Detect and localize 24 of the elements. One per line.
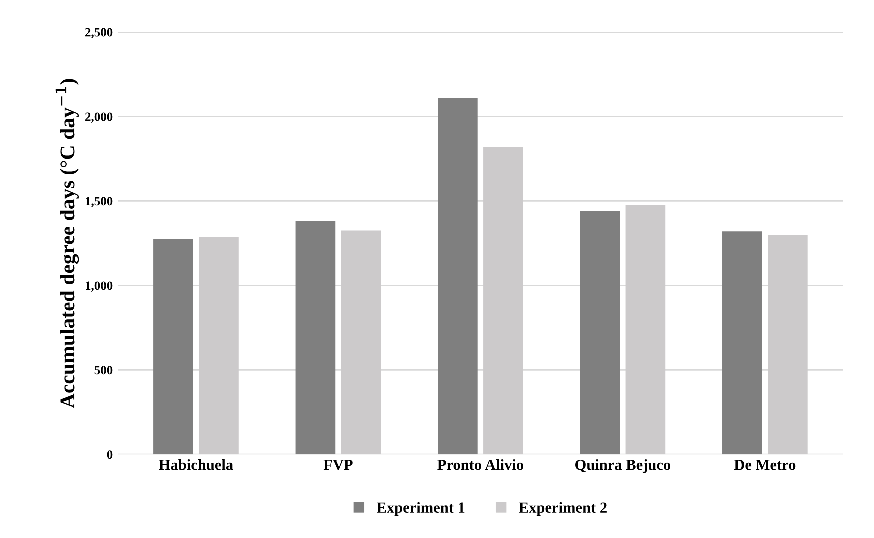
x-tick-label: Pronto Alivio [438,459,524,470]
bar [341,230,382,455]
legend-label: Experiment 1 [377,502,465,516]
bar [484,147,524,455]
y-tick-label: 2,000 [86,112,113,124]
bar [722,232,762,455]
x-tick-label: FVP [324,460,353,470]
bar [154,239,194,455]
y-tick-label: 500 [94,366,113,375]
bar [580,211,620,455]
y-tick-label: 0 [107,450,113,460]
y-tick-label: 1,000 [86,282,113,292]
y-tick-label: 2,500 [86,28,113,39]
y-tick-label: 1,500 [86,197,113,208]
bar [296,221,336,455]
legend-label: Experiment 2 [519,502,607,516]
x-tick-label: Habichuela [159,459,234,470]
bar [438,98,478,455]
bar [199,238,239,455]
x-tick-label: De Metro [734,460,796,470]
bar [626,205,666,455]
y-axis-title: Accumulated degree days (°C day$^{−1}$) [56,79,80,408]
bar [768,235,808,455]
x-tick-label: Quinra Bejuco [576,459,671,474]
